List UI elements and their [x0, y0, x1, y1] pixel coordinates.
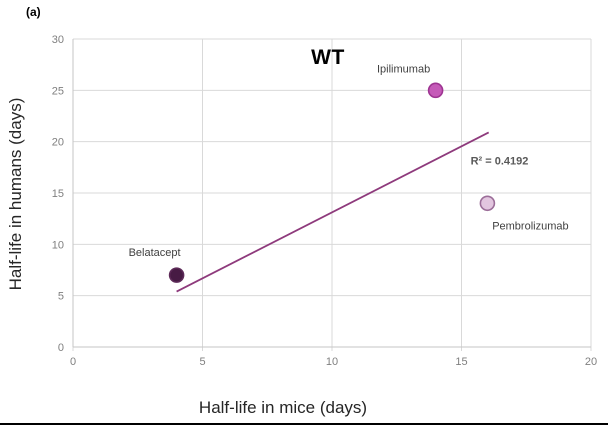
point-label-pembrolizumab: Pembrolizumab: [492, 220, 568, 232]
x-tick-label-5: 5: [199, 356, 205, 368]
data-point-pembrolizumab: [479, 195, 496, 212]
r-squared-annotation: R² = 0.4192: [471, 155, 529, 167]
trendline: [176, 131, 490, 293]
y-tick-label-0: 0: [58, 342, 64, 354]
y-tick-label-25: 25: [52, 85, 64, 97]
panel-label: (a): [26, 5, 41, 19]
data-point-belatacept: [168, 267, 185, 283]
y-tick-label-5: 5: [58, 291, 64, 303]
y-tick-label-10: 10: [52, 239, 64, 251]
y-tick-label-20: 20: [52, 137, 64, 149]
x-tick-label-15: 15: [455, 356, 467, 368]
y-tick-label-15: 15: [52, 188, 64, 200]
bottom-divider-rule: [0, 423, 608, 425]
y-tick-label-30: 30: [52, 34, 64, 46]
x-tick-label-20: 20: [585, 356, 597, 368]
x-axis-title: Half-life in mice (days): [198, 398, 368, 417]
x-tick-label-0: 0: [70, 356, 76, 368]
data-point-ipilimumab: [427, 82, 444, 99]
x-tick-label-10: 10: [326, 356, 338, 368]
chart-title: WT: [311, 46, 345, 69]
point-label-ipilimumab: Ipilimumab: [377, 63, 430, 75]
point-label-belatacept: Belatacept: [129, 247, 181, 259]
